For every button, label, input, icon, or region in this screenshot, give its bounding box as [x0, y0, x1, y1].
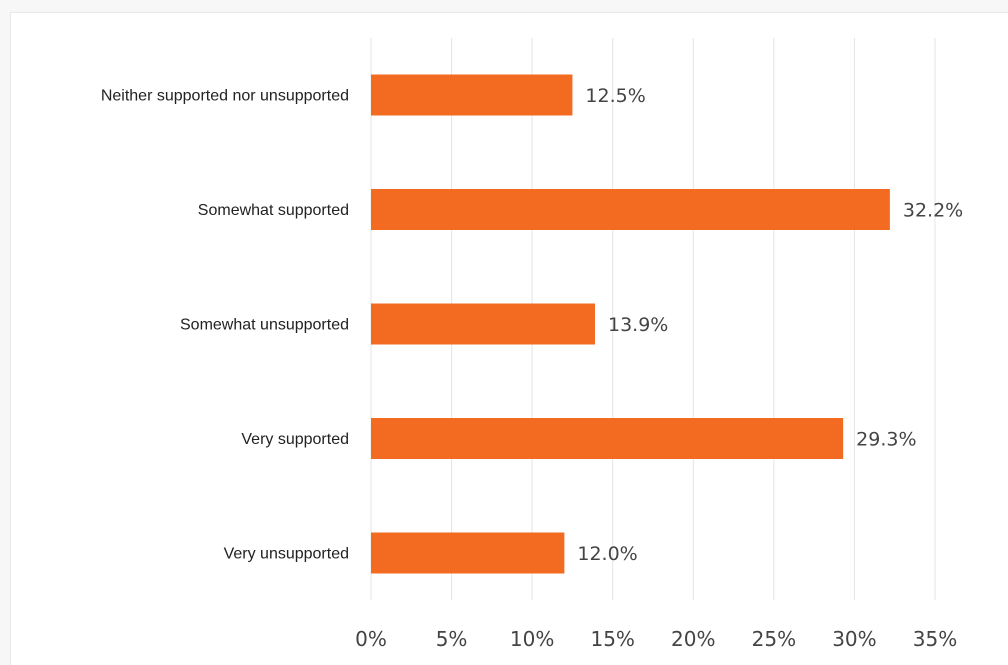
category-label: Neither supported nor unsupported	[101, 88, 349, 105]
value-labels: 12.5% 32.2% 13.9% 29.3% 12.0%	[577, 85, 963, 565]
x-tick-label: 35%	[913, 627, 957, 651]
x-tick-label: 30%	[832, 627, 876, 651]
x-tick-label: 0%	[355, 627, 387, 651]
bars	[371, 74, 890, 574]
category-label: Very unsupported	[224, 546, 349, 563]
x-axis-tick-labels: 0% 5% 10% 15% 20% 25% 30% 35%	[355, 627, 957, 651]
bar	[371, 418, 844, 459]
x-tick-label: 25%	[752, 627, 796, 651]
x-tick-label: 15%	[590, 627, 634, 651]
bar	[371, 303, 595, 345]
data-label: 13.9%	[608, 314, 668, 336]
category-label: Somewhat unsupported	[180, 317, 349, 334]
x-tick-label: 20%	[671, 627, 715, 651]
category-labels: Neither supported nor unsupported Somewha…	[101, 88, 349, 563]
category-label: Very supported	[241, 431, 349, 448]
data-label: 12.5%	[585, 85, 645, 107]
bar	[371, 532, 565, 574]
category-label: Somewhat supported	[198, 202, 349, 219]
data-label: 29.3%	[856, 429, 916, 451]
x-tick-label: 5%	[436, 627, 468, 651]
x-tick-label: 10%	[510, 627, 554, 651]
data-label: 12.0%	[577, 543, 637, 565]
bar	[371, 74, 573, 116]
bar	[371, 189, 890, 230]
data-label: 32.2%	[903, 200, 963, 222]
